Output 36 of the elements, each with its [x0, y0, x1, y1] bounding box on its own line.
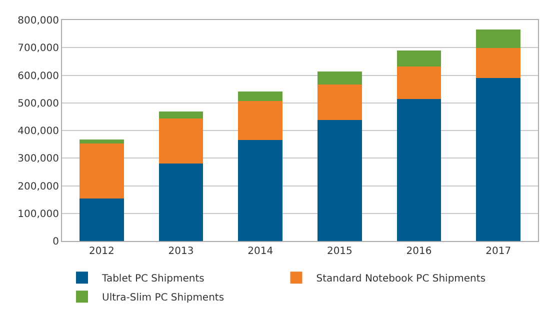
bar [476, 78, 521, 241]
bar [238, 92, 283, 102]
bar [79, 198, 124, 241]
bar [317, 84, 362, 120]
bar [79, 143, 124, 198]
y-tick-label: 200,000 [18, 181, 59, 192]
x-tick-label: 2012 [88, 246, 114, 257]
bar [396, 50, 442, 67]
y-tick-label: 500,000 [18, 98, 59, 110]
bar [238, 101, 283, 140]
bar [317, 120, 362, 241]
y-tick-label: 100,000 [18, 208, 59, 220]
bar [476, 48, 521, 78]
bar [79, 139, 124, 144]
legend-label: Tablet PC Shipments [101, 274, 204, 284]
x-tick-label: 2014 [248, 246, 274, 257]
bar [158, 118, 204, 164]
bar [396, 99, 442, 241]
bar [317, 71, 362, 85]
bar [158, 163, 204, 241]
y-tick-label: 300,000 [18, 154, 59, 165]
y-tick-label: 400,000 [18, 126, 59, 137]
y-tick-label: 600,000 [18, 70, 59, 82]
x-tick-label: 2016 [406, 246, 432, 257]
bar [396, 66, 442, 100]
x-tick-label: 2015 [326, 246, 352, 257]
y-tick-label: 700,000 [18, 43, 59, 54]
bar [158, 111, 204, 118]
bar [476, 30, 521, 48]
bar [238, 140, 283, 241]
legend-label: Standard Notebook PC Shipments [316, 274, 486, 284]
x-tick-label: 2013 [168, 246, 194, 257]
legend-label: Ultra-Slim PC Shipments [102, 292, 224, 304]
y-tick-label: 800,000 [18, 16, 59, 26]
y-tick-label: 0 [52, 236, 59, 248]
x-tick-label: 2017 [486, 246, 512, 257]
